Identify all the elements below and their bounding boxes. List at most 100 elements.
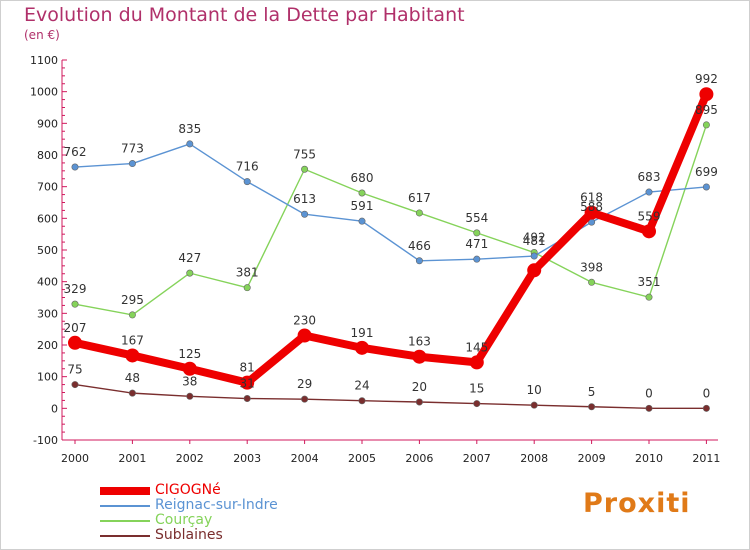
- data-point-cour-ay: [186, 269, 194, 277]
- y-tick-label: 900: [37, 117, 58, 130]
- data-point-reignac-sur-indre: [530, 252, 538, 260]
- data-point-reignac-sur-indre: [243, 178, 251, 186]
- data-label-cour-ay: 680: [351, 171, 374, 185]
- data-point-cigogn-: [125, 348, 140, 363]
- data-label-reignac-sur-indre: 699: [695, 165, 718, 179]
- data-label-reignac-sur-indre: 481: [523, 234, 546, 248]
- data-point-sublaines: [702, 404, 710, 412]
- data-point-cour-ay: [588, 278, 596, 286]
- y-tick-label: 1000: [30, 86, 58, 99]
- line-chart: -100010020030040050060070080090010001100…: [30, 54, 720, 465]
- data-label-cigogn-: 125: [178, 347, 201, 361]
- data-point-cour-ay: [415, 209, 423, 217]
- data-label-reignac-sur-indre: 466: [408, 239, 431, 253]
- legend-label: Reignac-sur-Indre: [155, 497, 278, 513]
- data-label-sublaines: 20: [412, 380, 427, 394]
- y-tick-label: 600: [37, 212, 58, 225]
- y-tick-label: 200: [37, 339, 58, 352]
- data-label-sublaines: 31: [240, 377, 255, 391]
- data-label-reignac-sur-indre: 683: [638, 170, 661, 184]
- x-tick-label: 2005: [348, 452, 376, 465]
- data-point-cigogn-: [297, 328, 312, 343]
- legend-swatch: [100, 505, 150, 507]
- data-label-reignac-sur-indre: 773: [121, 142, 144, 156]
- y-tick-label: 100: [37, 371, 58, 384]
- data-point-cour-ay: [301, 165, 309, 173]
- x-tick-label: 2003: [233, 452, 261, 465]
- data-labels: 207 167 125 81 230 191 163 145 618 559 992 762 773 83…: [64, 72, 718, 400]
- data-point-sublaines: [588, 403, 596, 411]
- data-label-reignac-sur-indre: 591: [351, 199, 374, 213]
- chart-subtitle: (en €): [24, 28, 60, 42]
- y-tick-label: 800: [37, 149, 58, 162]
- data-label-sublaines: 24: [354, 379, 369, 393]
- data-point-cigogn-: [584, 205, 599, 220]
- data-point-sublaines: [301, 395, 309, 403]
- data-label-cour-ay: 554: [465, 211, 488, 225]
- data-point-reignac-sur-indre: [128, 160, 136, 168]
- legend: CIGOGNé Reignac-sur-Indre Courçay Sublaines: [100, 482, 320, 543]
- y-tick-label: 300: [37, 307, 58, 320]
- x-tick-label: 2002: [176, 452, 204, 465]
- data-point-sublaines: [530, 401, 538, 409]
- proxiti-logo: Proxiti: [583, 488, 691, 519]
- x-tick-label: 2011: [692, 452, 720, 465]
- data-point-cigogn-: [355, 340, 369, 355]
- legend-item-reignac-sur-indre: Reignac-sur-Indre: [100, 497, 320, 513]
- data-label-cigogn-: 145: [465, 340, 488, 354]
- data-point-reignac-sur-indre: [358, 217, 366, 225]
- data-label-sublaines: 10: [527, 383, 542, 397]
- data-point-sublaines: [358, 397, 366, 405]
- data-label-cour-ay: 492: [523, 231, 546, 245]
- legend-label: Sublaines: [155, 527, 223, 543]
- legend-item-sublaines: Sublaines: [100, 527, 320, 543]
- data-point-sublaines: [415, 398, 423, 406]
- data-point-sublaines: [186, 392, 194, 400]
- series-line-cigogn-: [74, 92, 711, 387]
- data-label-cigogn-: 559: [638, 209, 661, 223]
- data-label-cour-ay: 329: [64, 282, 87, 296]
- data-label-cour-ay: 427: [178, 251, 201, 265]
- data-point-cour-ay: [128, 311, 136, 319]
- data-label-reignac-sur-indre: 588: [580, 200, 603, 214]
- x-tick-label: 2006: [405, 452, 433, 465]
- x-tick-label: 2004: [291, 452, 319, 465]
- series-lines: [68, 87, 714, 412]
- data-label-cigogn-: 163: [408, 335, 431, 349]
- y-tick-label: -100: [33, 434, 58, 447]
- data-point-cour-ay: [473, 229, 481, 237]
- data-point-reignac-sur-indre: [301, 210, 309, 218]
- data-point-cigogn-: [699, 87, 714, 102]
- axes: -100010020030040050060070080090010001100…: [30, 54, 720, 465]
- x-tick-label: 2001: [118, 452, 146, 465]
- data-point-sublaines: [473, 400, 481, 408]
- data-label-sublaines: 38: [182, 374, 197, 388]
- x-tick-label: 2010: [635, 452, 663, 465]
- data-label-cour-ay: 755: [293, 147, 316, 161]
- data-label-reignac-sur-indre: 835: [178, 122, 201, 136]
- data-label-sublaines: 0: [703, 386, 711, 400]
- data-point-sublaines: [71, 381, 79, 389]
- data-point-reignac-sur-indre: [702, 183, 710, 191]
- data-point-cigogn-: [642, 224, 656, 239]
- data-point-sublaines: [128, 389, 136, 397]
- data-label-cigogn-: 230: [293, 314, 316, 328]
- data-point-sublaines: [243, 395, 251, 403]
- data-label-cigogn-: 191: [351, 326, 374, 340]
- y-tick-label: 700: [37, 181, 58, 194]
- x-tick-label: 2000: [61, 452, 89, 465]
- data-label-sublaines: 48: [125, 371, 140, 385]
- data-point-cour-ay: [702, 121, 710, 129]
- data-point-cour-ay: [71, 300, 79, 308]
- x-tick-label: 2009: [578, 452, 606, 465]
- data-point-cigogn-: [240, 375, 255, 390]
- data-point-cigogn-: [527, 263, 542, 278]
- data-label-cigogn-: 167: [121, 333, 144, 347]
- data-point-reignac-sur-indre: [473, 255, 481, 263]
- legend-label: CIGOGNé: [155, 482, 221, 498]
- data-point-cigogn-: [412, 349, 427, 364]
- data-label-cour-ay: 351: [638, 275, 661, 289]
- legend-item-cour-ay: Courçay: [100, 512, 320, 528]
- data-label-sublaines: 75: [67, 363, 82, 377]
- series-line-cour-ay: [74, 124, 708, 316]
